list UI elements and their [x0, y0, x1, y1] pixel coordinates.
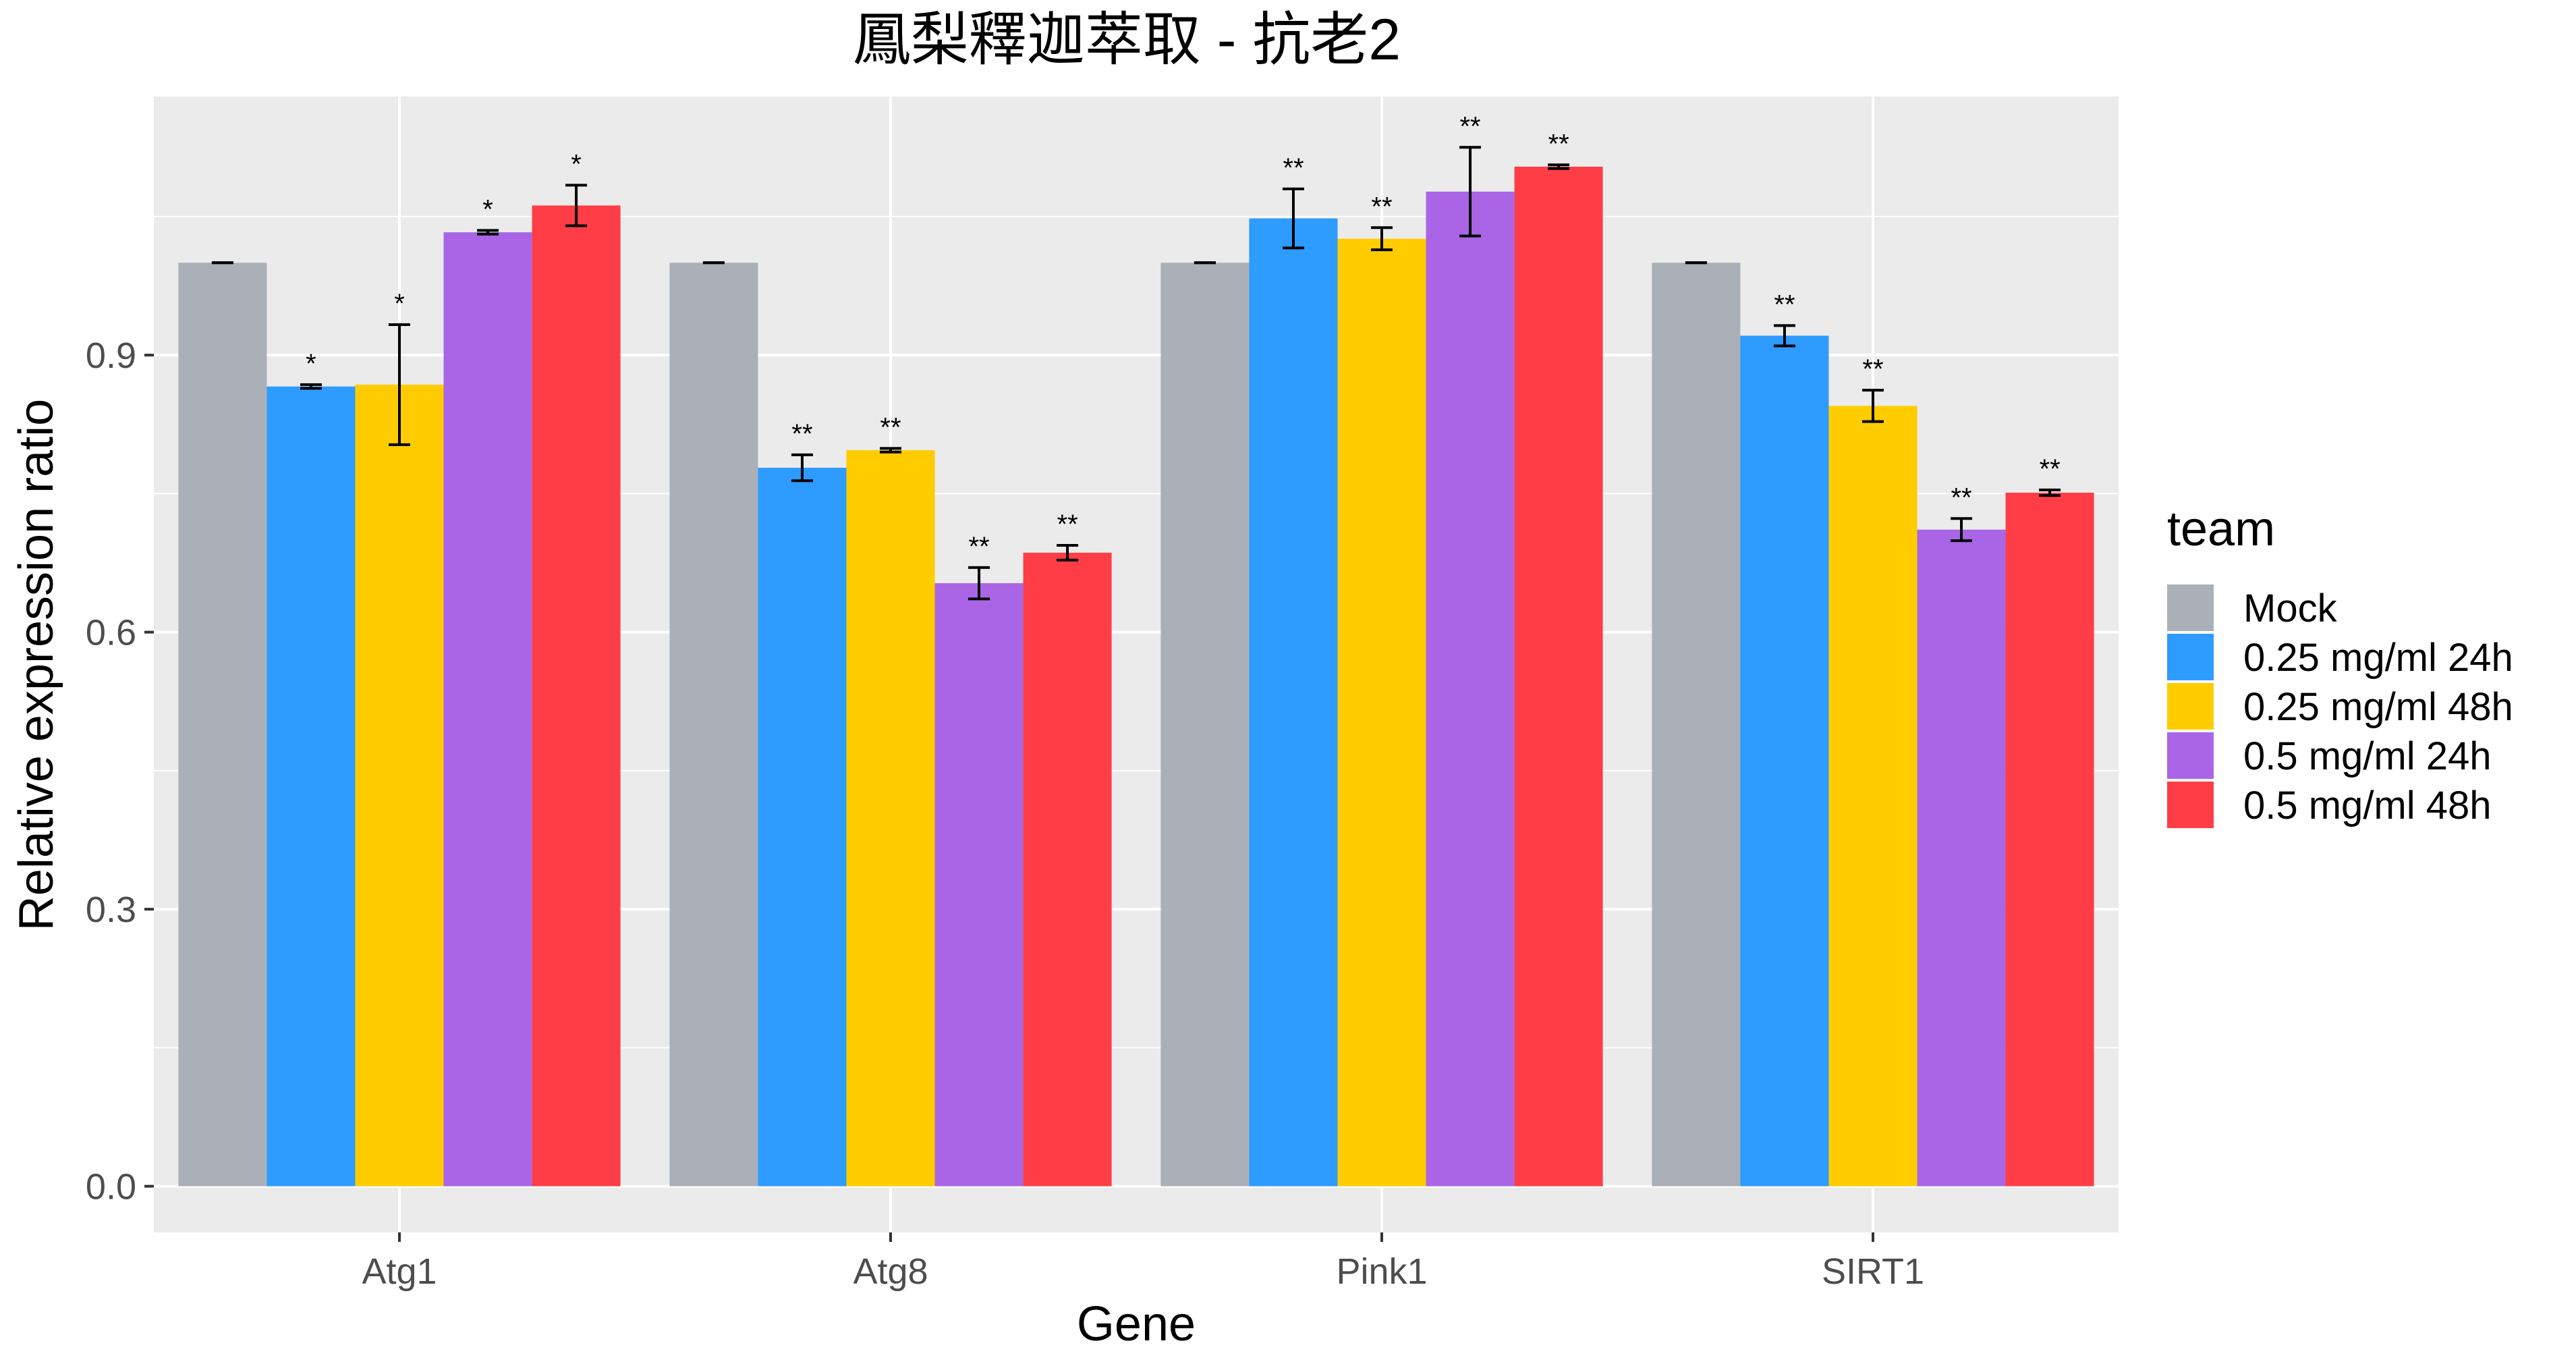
significance-label: ** [2040, 454, 2061, 484]
bar [1337, 238, 1426, 1187]
y-tick-label: 0.0 [86, 1167, 136, 1207]
bar [1426, 191, 1515, 1187]
bar [1917, 529, 2006, 1187]
bar [2005, 492, 2094, 1187]
bar [1740, 335, 1829, 1187]
significance-label: * [394, 289, 405, 319]
significance-label: ** [1283, 153, 1304, 183]
legend-key [2167, 634, 2214, 680]
bar [532, 205, 621, 1187]
x-tick-label: Atg8 [853, 1251, 928, 1292]
legend-label: Mock [2243, 587, 2338, 630]
bar [355, 384, 444, 1187]
bar [1652, 263, 1741, 1187]
y-tick-label: 0.3 [86, 890, 136, 930]
error-bar [968, 566, 990, 601]
x-axis: Atg1 Atg8 Pink1 SIRT1 [362, 1232, 1924, 1292]
error-bar [1282, 187, 1304, 250]
y-tick-label: 0.9 [86, 335, 136, 376]
legend-key [2167, 782, 2214, 828]
bar [758, 468, 847, 1187]
bar [1160, 263, 1250, 1187]
significance-label: ** [1862, 354, 1883, 384]
error-bar [389, 323, 410, 446]
significance-label: * [306, 349, 316, 379]
bar [443, 232, 532, 1187]
error-bar [1057, 543, 1079, 562]
error-bar [1459, 146, 1482, 238]
legend-label: 0.5 mg/ml 48h [2243, 784, 2492, 827]
error-bar [791, 453, 813, 483]
error-bar [1951, 517, 1973, 543]
bar [267, 386, 356, 1187]
legend-key [2167, 584, 2214, 631]
legend-items: Mock 0.25 mg/ml 24h 0.25 mg/ml 48h 0.5 mg/m… [2167, 584, 2513, 828]
significance-label: ** [880, 412, 901, 442]
significance-label: * [571, 149, 582, 179]
bar [1249, 218, 1338, 1187]
bar [669, 263, 758, 1187]
x-tick-label: SIRT1 [1822, 1251, 1924, 1292]
bar [846, 450, 935, 1187]
significance-label: ** [1548, 129, 1569, 159]
legend-label: 0.25 mg/ml 24h [2243, 636, 2513, 680]
error-bar [1862, 389, 1884, 423]
legend: team Mock 0.25 mg/ml 24h 0.25 mg/ml 48h 0.5… [2167, 502, 2513, 828]
x-tick-label: Atg1 [362, 1251, 437, 1292]
bar [934, 583, 1024, 1187]
legend-key [2167, 732, 2214, 779]
legend-label: 0.25 mg/ml 48h [2243, 685, 2513, 729]
error-bar [300, 383, 322, 390]
bars [178, 166, 2094, 1187]
bar [1023, 552, 1112, 1187]
significance-marks: ****** ********************** [306, 111, 2060, 562]
bar [1828, 406, 1917, 1187]
y-axis-title: Relative expression ratio [9, 399, 63, 931]
significance-label: ** [1774, 290, 1795, 319]
error-bar [1548, 163, 1570, 170]
significance-label: ** [968, 532, 989, 562]
significance-label: ** [1951, 483, 1971, 512]
error-bar [880, 447, 901, 454]
error-bars [211, 146, 2061, 601]
error-bar [1773, 324, 1795, 348]
error-bar [1371, 226, 1393, 252]
bar [178, 263, 267, 1187]
significance-label: * [482, 194, 493, 224]
significance-label: ** [1371, 192, 1392, 221]
error-bar [477, 229, 499, 236]
x-tick-label: Pink1 [1336, 1251, 1427, 1292]
y-axis: 0.0 0.3 0.6 0.9 [86, 335, 154, 1207]
legend-label: 0.5 mg/ml 24h [2243, 734, 2492, 778]
x-axis-title: Gene [1077, 1297, 1196, 1351]
error-bar [2039, 488, 2061, 497]
legend-title: team [2167, 502, 2275, 556]
significance-label: ** [1459, 111, 1480, 141]
y-tick-label: 0.6 [86, 613, 136, 653]
chart-title: 鳳梨釋迦萃取 - 抗老2 [853, 7, 1401, 72]
significance-label: ** [791, 419, 812, 449]
error-bar [565, 184, 588, 227]
legend-key [2167, 683, 2214, 730]
significance-label: ** [1057, 510, 1078, 539]
bar [1514, 166, 1603, 1187]
